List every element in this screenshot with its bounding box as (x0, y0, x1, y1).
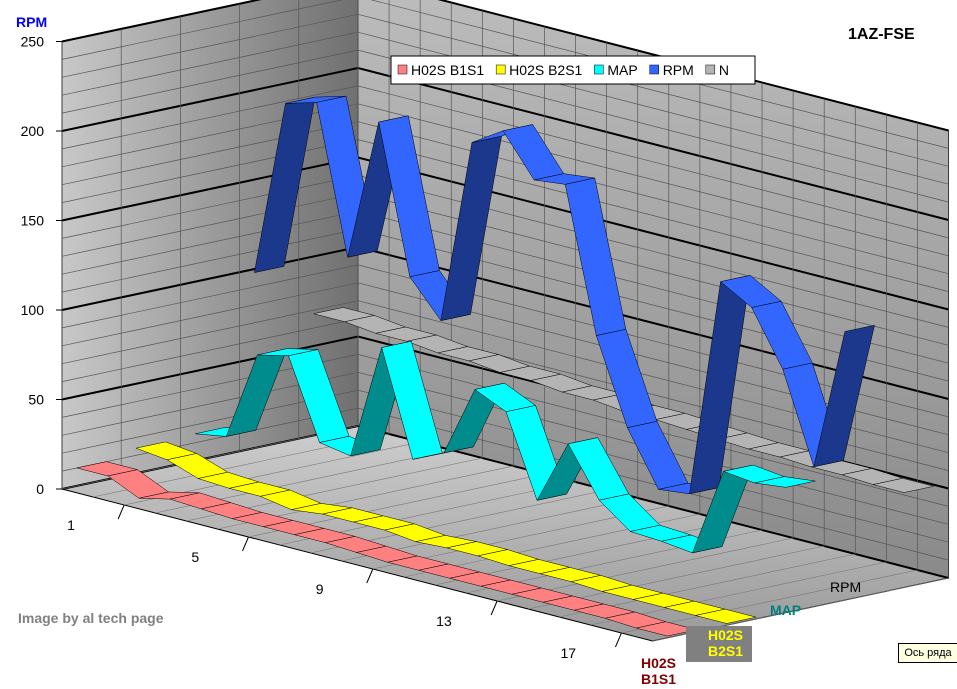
axis-tooltip: Ось ряда (898, 643, 957, 663)
x-tick (242, 536, 249, 552)
gridline-floor (621, 569, 918, 634)
series-rpm (254, 95, 875, 495)
legend-entry: RPM (663, 62, 694, 78)
ribbon-segment (813, 324, 875, 468)
legend-entry: H02S B1S1 (411, 62, 484, 78)
x-tick (366, 568, 374, 584)
chart-walls (61, 0, 950, 642)
legend-swatch (594, 64, 604, 75)
series-h02s-b1s1 (76, 461, 697, 637)
legend: H02S B1S1 H02S B2S1 MAP RPM N (390, 55, 756, 85)
legend-swatch (495, 64, 506, 75)
y-tick-label: 250 (21, 34, 45, 50)
legend-swatch (705, 64, 716, 75)
y-tick-label: 100 (21, 302, 45, 318)
legend-swatch (397, 64, 408, 75)
watermark: Image by al tech page (18, 610, 164, 626)
y-tick-label: 150 (21, 213, 45, 229)
depth-label: H02S (641, 655, 676, 671)
x-tick (117, 504, 125, 520)
legend-entry: MAP (607, 62, 637, 78)
series-h02s-b2s1 (135, 441, 757, 624)
ribbon-segment (754, 476, 816, 488)
depth-label: B2S1 (708, 643, 743, 659)
x-tick-label: 13 (436, 613, 452, 629)
depth-label: MAP (770, 602, 801, 618)
y-axis-title: RPM (16, 14, 47, 30)
depth-label: RPM (830, 579, 861, 595)
legend-swatch (649, 64, 659, 75)
x-tick-label: 5 (191, 549, 199, 565)
y-tick-label: 200 (21, 123, 45, 139)
depth-label: B1S1 (641, 671, 676, 687)
y-tick-label: 0 (36, 481, 44, 497)
x-tick (614, 632, 622, 648)
gridline-y (61, 0, 949, 149)
legend-entry: N (719, 62, 729, 78)
y-tick-label: 50 (28, 392, 44, 408)
depth-label-bg (686, 626, 752, 662)
ribbon-segment (872, 478, 934, 493)
x-tick-label: 1 (67, 517, 75, 533)
ribbon-segment (695, 608, 757, 624)
x-tick (490, 600, 498, 616)
depth-label: H02S (708, 627, 743, 643)
chart-title: 1AZ-FSE (848, 26, 915, 43)
series-map (195, 340, 816, 554)
x-tick-label: 9 (316, 581, 324, 597)
legend-entry: H02S B2S1 (509, 62, 582, 78)
chart-axes: 0501001502002501591317RPMMAPH02SB2S1H02S… (21, 34, 861, 688)
legend-box (390, 55, 756, 85)
chart-series (76, 95, 934, 637)
x-tick-label: 17 (560, 645, 576, 661)
